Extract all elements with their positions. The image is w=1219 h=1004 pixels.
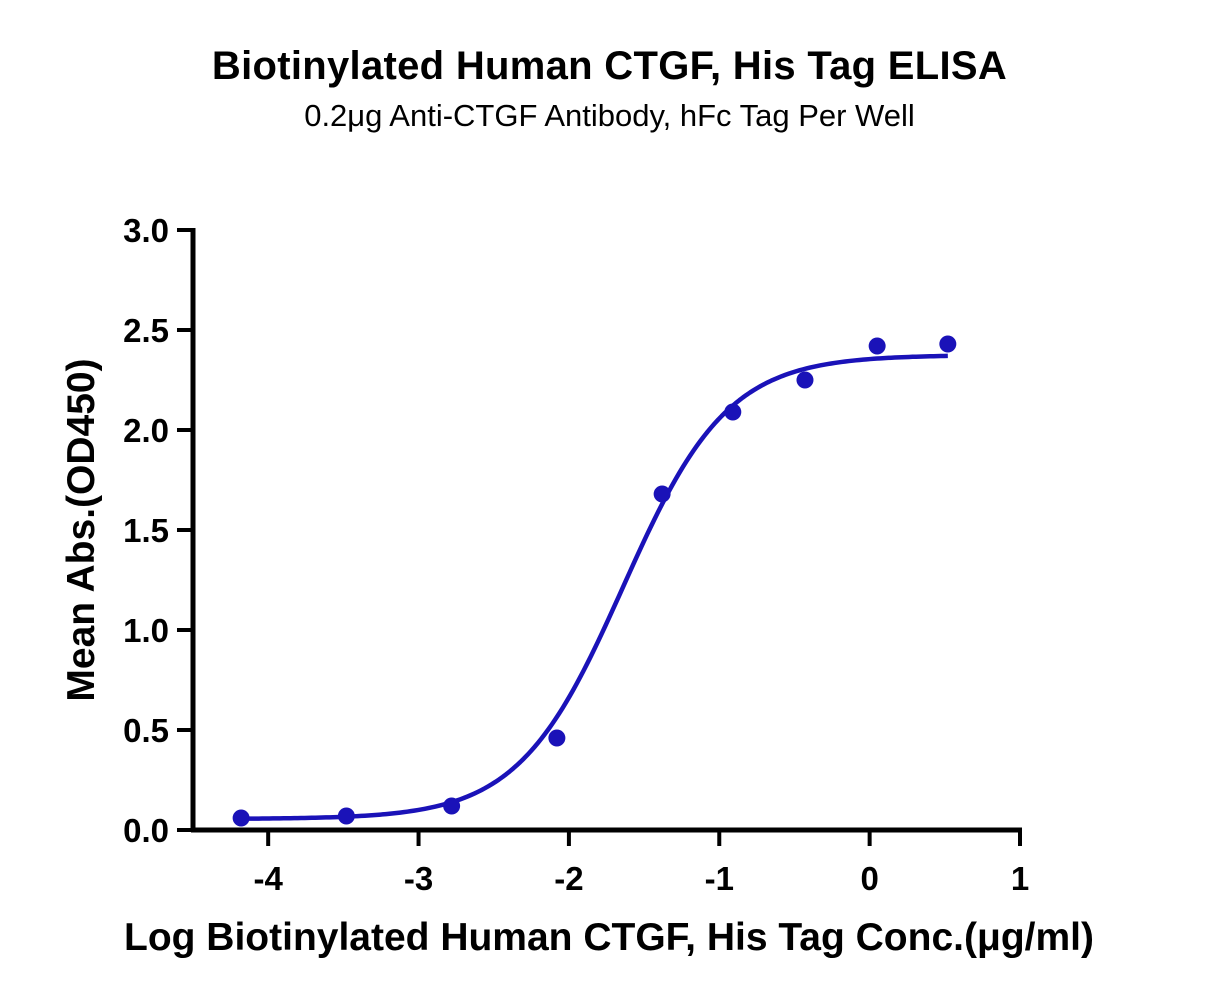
y-tick-label: 3.0 [123, 212, 169, 249]
data-point [653, 485, 671, 503]
data-point [796, 371, 814, 389]
x-tick-label: 1 [1011, 860, 1029, 897]
x-tick-label: -2 [554, 860, 583, 897]
axes: 0.0 0.5 1.0 1.5 2.0 2.5 3.0 -4 -3 -2 -1 0 1 [123, 212, 1029, 897]
data-point [868, 337, 886, 355]
data-point [939, 335, 957, 353]
chart-title: Biotinylated Human CTGF, His Tag ELISA [211, 44, 1008, 88]
y-tick-label: 2.5 [123, 312, 169, 349]
data-point [232, 809, 250, 827]
fit-curve [241, 353, 948, 821]
y-tick-label: 1.5 [123, 512, 169, 549]
data-points-group [232, 335, 957, 827]
chart-subtitle: 0.2μg Anti-CTGF Antibody, hFc Tag Per We… [304, 98, 915, 133]
data-point [724, 403, 742, 421]
y-axis-label: Mean Abs.(OD450) [60, 358, 103, 701]
x-tick-label: -1 [705, 860, 734, 897]
data-point [443, 797, 461, 815]
data-point [548, 729, 566, 747]
fit-curve-group [241, 353, 948, 821]
x-tick-label: -4 [254, 860, 284, 897]
y-tick-label: 1.0 [123, 612, 169, 649]
x-tick-label: 0 [860, 860, 878, 897]
x-tick-label: -3 [404, 860, 433, 897]
x-axis-label: Log Biotinylated Human CTGF, His Tag Con… [124, 916, 1094, 959]
data-point [337, 807, 355, 825]
y-tick-label: 0.5 [123, 712, 169, 749]
y-tick-label: 2.0 [123, 412, 169, 449]
y-tick-label: 0.0 [123, 812, 169, 849]
